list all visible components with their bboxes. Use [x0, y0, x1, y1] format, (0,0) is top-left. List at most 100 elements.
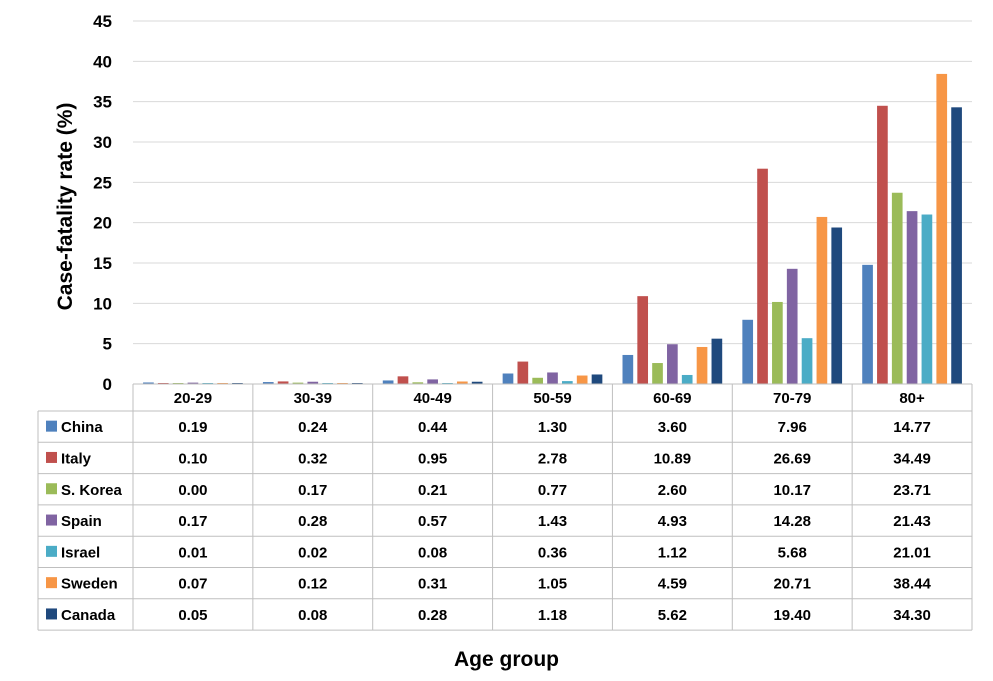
x-tick-label: 70-79 — [773, 390, 811, 407]
legend-key — [46, 545, 57, 557]
y-axis: 0 5 10 15 20 25 30 35 40 45 — [93, 12, 972, 394]
series-name: China — [61, 419, 103, 436]
bar-china-30-39 — [262, 382, 274, 384]
y-tick-label: 40 — [93, 52, 112, 71]
bar-sweden-40-49 — [456, 381, 468, 384]
table-cell: 21.43 — [893, 513, 931, 530]
table-cell: 2.60 — [658, 482, 687, 499]
legend-key — [46, 483, 57, 495]
gridlines — [133, 20, 972, 345]
bar-canada-40-49 — [471, 381, 483, 384]
table-cell: 0.77 — [538, 482, 567, 499]
bar-spain-50-59 — [547, 372, 558, 384]
table-cell: 7.96 — [778, 419, 807, 436]
x-tick-label: 50-59 — [533, 390, 571, 407]
y-tick-label: 5 — [103, 335, 112, 354]
bar-spain-30-39 — [307, 381, 319, 384]
bar-china-70-79 — [742, 319, 754, 384]
x-tick-label: 60-69 — [653, 390, 691, 407]
table-cell: 0.24 — [298, 419, 328, 436]
bar-italy-70-79 — [757, 168, 768, 384]
bar-spain-60-69 — [667, 344, 678, 384]
table-cell: 0.28 — [418, 607, 447, 624]
table-cell: 1.30 — [538, 419, 567, 436]
bar-canada-50-59 — [591, 374, 603, 384]
bar-israel-80+ — [921, 214, 933, 384]
table-cell: 19.40 — [773, 607, 811, 624]
bar-israel-70-79 — [801, 338, 813, 384]
bar-sweden-50-59 — [576, 375, 588, 384]
bar-spain-20-29 — [187, 382, 199, 384]
table-cell: 0.07 — [178, 576, 207, 593]
table-cell: 0.05 — [178, 607, 207, 624]
table-cell: 0.44 — [418, 419, 448, 436]
bar-china-40-49 — [382, 380, 394, 384]
data-table: 20-29 30-39 40-49 50-59 60-69 70-79 80+ China 0.… — [37, 384, 973, 631]
table-cell: 34.30 — [893, 607, 931, 624]
y-tick-label: 25 — [93, 173, 112, 192]
bar-china-80+ — [862, 264, 873, 384]
legend-key — [46, 514, 57, 526]
table-cell: 0.10 — [178, 450, 207, 467]
y-tick-label: 10 — [93, 294, 112, 313]
table-cell: 0.00 — [178, 482, 207, 499]
bar-italy-30-39 — [277, 381, 289, 384]
series-name: Spain — [61, 513, 102, 530]
table-cell: 14.77 — [893, 419, 931, 436]
bar-spain-80+ — [906, 211, 918, 384]
table-cell: 14.28 — [773, 513, 811, 530]
table-cell: 20.71 — [773, 576, 811, 593]
bar-canada-70-79 — [831, 227, 843, 384]
table-cell: 3.60 — [658, 419, 687, 436]
bar-sweden-70-79 — [816, 216, 828, 384]
legend-key — [46, 420, 57, 432]
table-cell: 4.59 — [658, 576, 687, 593]
table-cell: 0.32 — [298, 450, 327, 467]
bar-area — [143, 73, 962, 385]
x-tick-label: 30-39 — [294, 390, 332, 407]
x-tick-label: 80+ — [899, 390, 925, 407]
y-tick-label: 20 — [93, 214, 112, 233]
table-cell: 1.12 — [658, 544, 687, 561]
bar-israel-50-59 — [562, 381, 573, 384]
legend-key — [46, 451, 57, 463]
table-cell: 0.08 — [418, 544, 447, 561]
table-cell: 0.21 — [418, 482, 447, 499]
table-cell: 0.95 — [418, 450, 447, 467]
bar-china-20-29 — [143, 382, 154, 384]
bar-s-korea-60-69 — [652, 363, 663, 384]
table-cell: 0.19 — [178, 419, 207, 436]
table-cell: 1.18 — [538, 607, 567, 624]
series-name: S. Korea — [61, 482, 123, 499]
series-name: Sweden — [61, 576, 118, 593]
bar-canada-80+ — [951, 107, 962, 384]
table-cell: 4.93 — [658, 513, 687, 530]
table-cell: 5.68 — [778, 544, 807, 561]
y-axis-label: Case-fatality rate (%) — [54, 103, 77, 311]
y-tick-label: 15 — [93, 254, 112, 273]
table-cell: 0.36 — [538, 544, 567, 561]
bar-canada-60-69 — [711, 338, 723, 384]
legend-key — [46, 577, 57, 589]
table-cell: 0.08 — [298, 607, 327, 624]
table-cell: 38.44 — [893, 576, 931, 593]
table-cell: 1.43 — [538, 513, 567, 530]
table-cell: 0.02 — [298, 544, 327, 561]
table-cell: 5.62 — [658, 607, 687, 624]
x-tick-label: 20-29 — [174, 390, 212, 407]
table-cell: 0.01 — [178, 544, 207, 561]
table-cell: 34.49 — [893, 450, 931, 467]
table-cell: 0.31 — [418, 576, 447, 593]
bar-israel-60-69 — [681, 374, 693, 384]
series-name: Canada — [61, 607, 116, 624]
table-cell: 0.12 — [298, 576, 327, 593]
y-tick-label: 0 — [103, 375, 112, 394]
bar-china-60-69 — [622, 354, 634, 384]
bar-italy-40-49 — [397, 376, 409, 384]
bar-italy-60-69 — [637, 296, 649, 384]
x-tick-label: 40-49 — [413, 390, 451, 407]
legend-key — [46, 608, 57, 620]
table-cell: 21.01 — [893, 544, 931, 561]
bar-sweden-80+ — [936, 73, 948, 385]
